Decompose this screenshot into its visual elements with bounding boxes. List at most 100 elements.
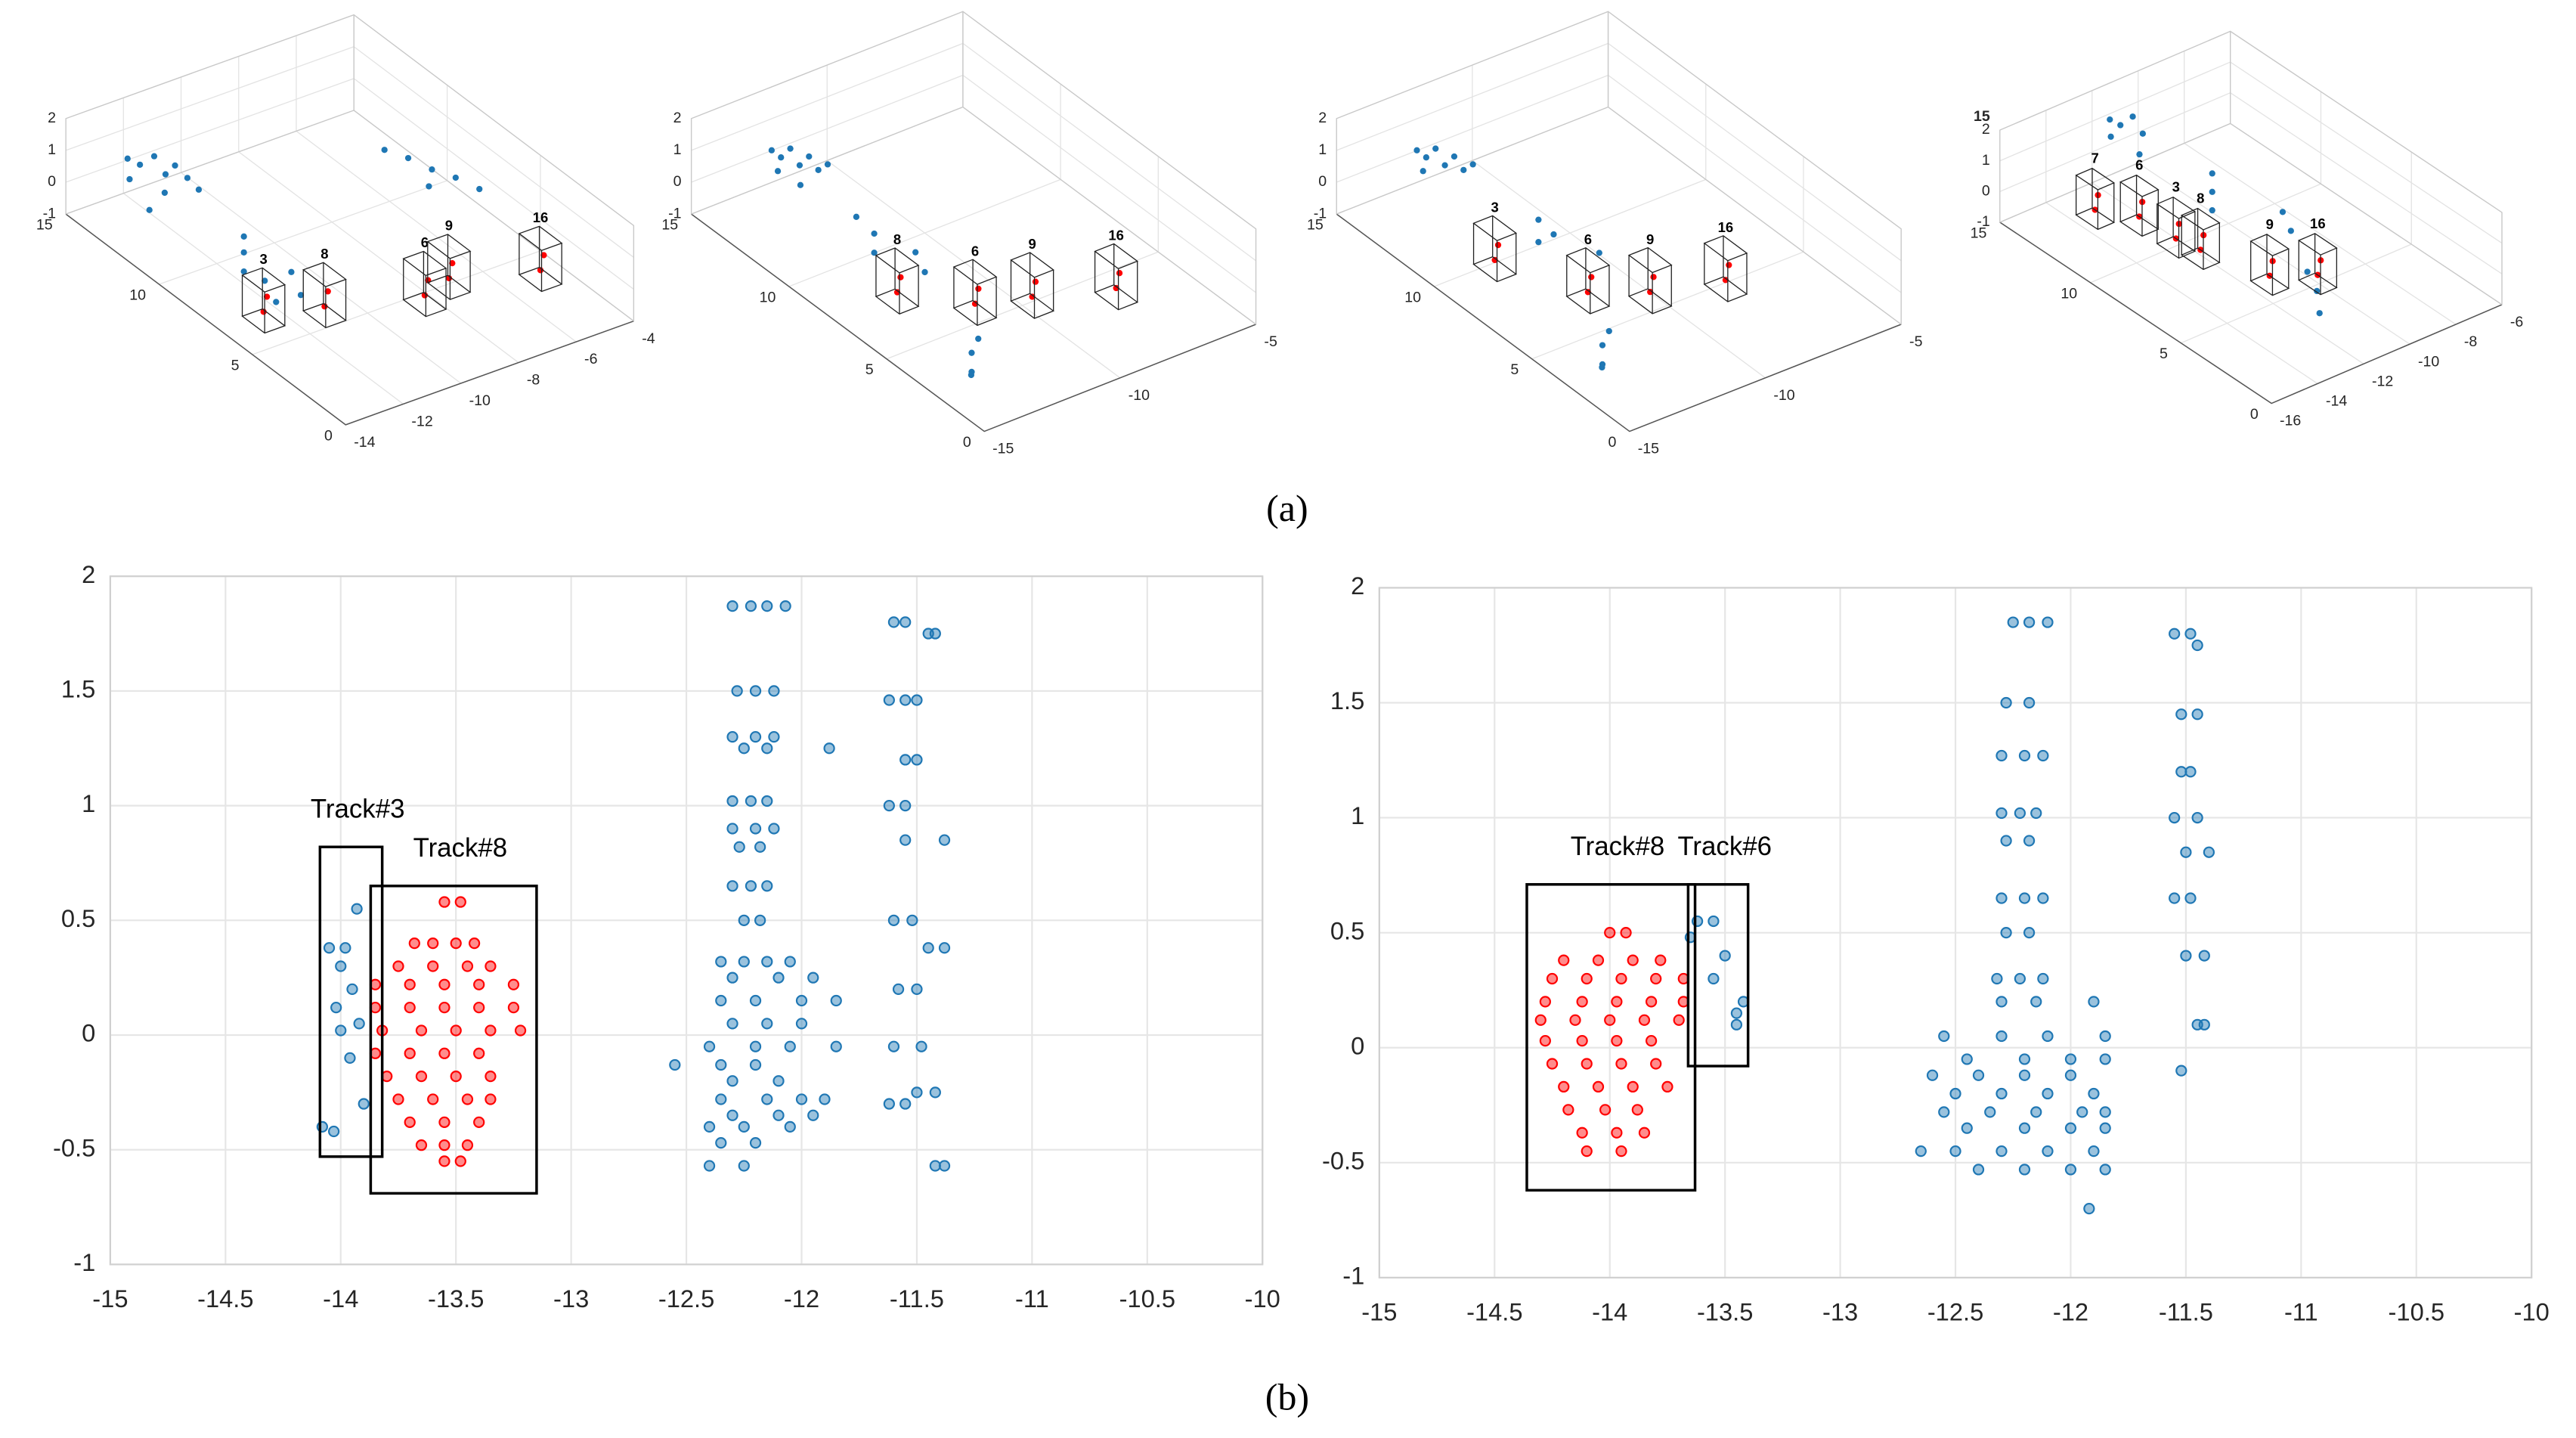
point bbox=[887, 616, 900, 628]
point bbox=[726, 730, 738, 743]
point bbox=[514, 1024, 527, 1037]
point bbox=[1534, 1014, 1547, 1026]
point bbox=[150, 153, 158, 160]
point bbox=[273, 299, 280, 305]
point bbox=[929, 628, 941, 640]
point bbox=[2018, 892, 2031, 904]
point bbox=[1546, 972, 1559, 985]
point bbox=[2209, 207, 2215, 214]
point bbox=[2042, 616, 2054, 628]
point bbox=[1423, 154, 1430, 161]
axis-frame bbox=[65, 14, 635, 321]
track-label: 6 bbox=[421, 234, 429, 250]
point bbox=[726, 600, 738, 612]
point bbox=[749, 1058, 762, 1071]
point bbox=[824, 161, 831, 168]
point bbox=[461, 1139, 474, 1151]
point bbox=[1638, 1014, 1651, 1026]
point bbox=[938, 942, 951, 954]
x-tick-label: -10.5 bbox=[2389, 1297, 2444, 1325]
point bbox=[1645, 1034, 1658, 1047]
point bbox=[507, 978, 520, 990]
panel-label: (a) bbox=[1266, 487, 1308, 529]
point bbox=[2088, 1145, 2100, 1158]
point bbox=[2018, 749, 2031, 762]
point bbox=[768, 147, 776, 153]
point bbox=[392, 1093, 404, 1105]
point bbox=[784, 1040, 796, 1052]
x-tick-label: -15 bbox=[1638, 441, 1659, 457]
point bbox=[2169, 628, 2181, 640]
point bbox=[1581, 1145, 1593, 1158]
point bbox=[1599, 342, 1606, 349]
point bbox=[2175, 766, 2187, 778]
panel-label: (b) bbox=[1265, 1376, 1309, 1418]
point bbox=[899, 754, 912, 766]
grid-line bbox=[886, 156, 1159, 360]
point bbox=[2099, 1122, 2111, 1134]
point bbox=[768, 823, 780, 835]
point bbox=[1535, 216, 1542, 223]
plot-frame bbox=[1378, 587, 2533, 1278]
point bbox=[1615, 972, 1627, 985]
point bbox=[761, 956, 773, 968]
z-tick-label: -1 bbox=[1314, 205, 1327, 222]
point bbox=[1995, 749, 2008, 762]
point bbox=[2136, 151, 2143, 158]
point bbox=[2191, 811, 2203, 824]
point bbox=[899, 1098, 912, 1110]
track-label: 7 bbox=[2091, 150, 2099, 166]
grid-line bbox=[690, 118, 985, 432]
axis-frame bbox=[1336, 213, 1902, 432]
grid-line bbox=[1434, 84, 1707, 287]
track-box bbox=[1094, 243, 1139, 311]
point bbox=[1915, 1145, 1927, 1158]
grid-line bbox=[1999, 30, 2503, 213]
grid-line bbox=[353, 14, 634, 322]
axis-frame bbox=[65, 213, 634, 426]
track-box bbox=[1565, 247, 1611, 315]
point bbox=[715, 1058, 727, 1071]
z-tick-label: 2 bbox=[48, 110, 56, 126]
point bbox=[795, 1018, 808, 1030]
x-tick-label: -8 bbox=[527, 372, 540, 389]
point bbox=[749, 730, 762, 743]
point bbox=[738, 914, 750, 926]
x-tick-label: -8 bbox=[2464, 333, 2478, 350]
grid-line bbox=[2090, 91, 2322, 284]
grid-line bbox=[252, 155, 541, 355]
y-tick-label: 1 bbox=[1351, 801, 1364, 829]
point bbox=[2279, 209, 2287, 215]
point bbox=[830, 994, 842, 1007]
point bbox=[438, 978, 450, 990]
y-tick-label: 0 bbox=[82, 1019, 95, 1047]
point bbox=[404, 1002, 416, 1014]
point bbox=[911, 983, 923, 995]
point bbox=[795, 1093, 808, 1105]
point bbox=[1029, 293, 1036, 300]
point bbox=[427, 1093, 439, 1105]
point bbox=[797, 181, 804, 188]
x-tick-label: -10 bbox=[2514, 1297, 2550, 1325]
grid-line bbox=[1336, 42, 1902, 262]
point bbox=[772, 972, 785, 984]
point bbox=[1961, 1122, 1973, 1134]
point bbox=[911, 694, 923, 706]
point bbox=[297, 292, 305, 299]
axis-frame bbox=[1336, 106, 1902, 325]
point bbox=[1719, 950, 1731, 962]
z-tick-label: -1 bbox=[43, 205, 56, 222]
point bbox=[1995, 1087, 2008, 1100]
track-label: 9 bbox=[1028, 236, 1036, 252]
point bbox=[2030, 807, 2042, 820]
point bbox=[438, 1139, 450, 1151]
point bbox=[1592, 954, 1605, 966]
point bbox=[450, 1071, 462, 1083]
point bbox=[240, 268, 247, 275]
track-box bbox=[2297, 233, 2338, 296]
point bbox=[358, 1098, 370, 1110]
y-tick-label: 5 bbox=[231, 357, 240, 373]
point bbox=[772, 1109, 785, 1121]
point bbox=[324, 288, 331, 295]
track-box bbox=[2075, 167, 2116, 231]
